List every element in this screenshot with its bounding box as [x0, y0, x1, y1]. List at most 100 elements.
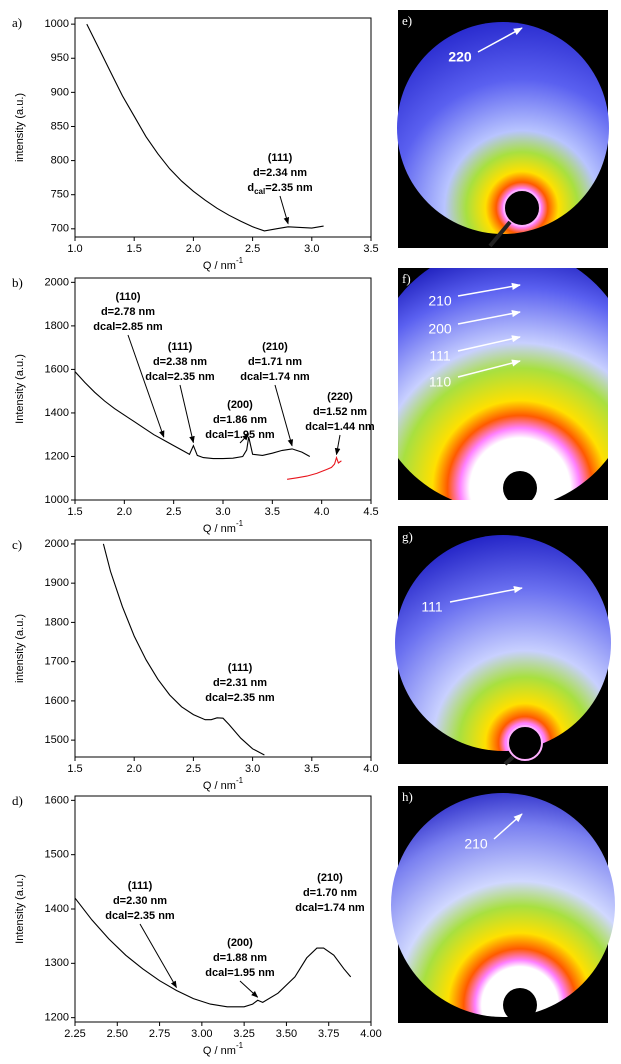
image-label: 110: [429, 374, 452, 390]
image-h: [391, 786, 615, 1023]
y-tick-label: 1000: [45, 18, 69, 30]
y-tick-label: 1800: [45, 616, 69, 628]
image-panel-label: g): [402, 529, 413, 544]
annotation-arrow: [139, 923, 177, 989]
data-line: [102, 543, 265, 756]
x-tick-label: 1.5: [127, 243, 142, 255]
x-tick-label: 3.50: [276, 1028, 297, 1040]
annotation-arrow: [239, 980, 259, 998]
y-tick-label: 1500: [45, 734, 69, 746]
x-tick-label: 3.25: [233, 1028, 254, 1040]
annotation-text: (200): [227, 399, 253, 411]
annotation-text: d=2.30 nm: [113, 895, 167, 907]
image-panel-label: h): [402, 789, 413, 804]
x-tick-label: 2.5: [245, 243, 260, 255]
x-axis-label-text: Q / nm: [203, 1045, 236, 1057]
image-arrow: [477, 27, 523, 53]
image-label: 220: [448, 49, 472, 65]
annotation-text: (111): [168, 341, 193, 353]
annotation-text: d=2.31 nm: [213, 677, 267, 689]
plot-frame: [74, 17, 372, 238]
image-g: [395, 526, 611, 766]
annotation-text: d=1.70 nm: [303, 887, 357, 899]
x-tick-label: 3.00: [191, 1028, 212, 1040]
annotation-text: dcal=2.35 nm: [247, 182, 312, 196]
y-tick-label: 1500: [45, 849, 69, 861]
image-arrow: [457, 282, 521, 297]
x-axis-label-sup: -1: [236, 519, 244, 528]
x-axis-label: Q / nm-1: [203, 776, 244, 792]
x-tick-label: 3.5: [265, 506, 280, 518]
y-tick-label: 900: [51, 86, 69, 98]
data-line: [74, 897, 352, 1008]
y-axis-label: Intensity (a.u.): [14, 874, 26, 944]
y-tick-label: 750: [51, 189, 69, 201]
image-label: 200: [428, 321, 452, 337]
plot-frame: [74, 539, 372, 758]
x-tick-label: 3.5: [363, 243, 378, 255]
panel-label: a): [12, 15, 22, 30]
image-panel-label: f): [402, 271, 411, 286]
y-tick-label: 1200: [45, 1012, 69, 1024]
image-f: [398, 268, 608, 500]
annotation-text: (200): [227, 937, 253, 949]
annotation-text: d=1.88 nm: [213, 952, 267, 964]
x-tick-label: 3.75: [318, 1028, 339, 1040]
image-label: 111: [429, 348, 450, 364]
y-tick-label: 1900: [45, 577, 69, 589]
image-arrow: [457, 335, 521, 352]
annotation-text: dcal=2.35 nm: [145, 371, 215, 383]
x-axis-label-sup: -1: [236, 776, 244, 785]
x-tick-label: 2.75: [149, 1028, 170, 1040]
y-axis-label: intensity (a.u.): [14, 93, 26, 162]
annotation-text: dcal=1.95 nm: [205, 967, 275, 979]
y-tick-label: 1000: [45, 494, 69, 506]
annotation-arrow: [179, 384, 195, 444]
y-axis-label: intensity (a.u.): [14, 614, 26, 683]
annotation-text: dcal=1.74 nm: [240, 371, 310, 383]
y-tick-label: 950: [51, 52, 69, 64]
x-tick-label: 2.5: [186, 763, 201, 775]
annotation-text: (111): [128, 880, 153, 892]
annotation-text: dcal=2.85 nm: [93, 321, 163, 333]
y-tick-label: 800: [51, 154, 69, 166]
data-line: [86, 23, 324, 232]
data-line: [287, 455, 342, 480]
y-tick-label: 700: [51, 223, 69, 235]
annotation-text: dcal=2.35 nm: [105, 910, 175, 922]
x-tick-label: 2.50: [107, 1028, 128, 1040]
annotation-text: dcal=1.74 nm: [295, 902, 365, 914]
annotation-text: (110): [115, 291, 140, 303]
annotation-arrow: [127, 334, 165, 438]
x-tick-label: 2.0: [186, 243, 201, 255]
x-tick-label: 3.0: [245, 763, 260, 775]
x-tick-label: 4.00: [360, 1028, 381, 1040]
image-label: 210: [464, 836, 488, 852]
annotation-text: (111): [228, 662, 253, 674]
x-tick-label: 2.0: [117, 506, 132, 518]
annotation-arrow: [239, 433, 250, 444]
y-tick-label: 850: [51, 120, 69, 132]
x-axis-label-sup: -1: [236, 256, 244, 265]
y-tick-label: 1700: [45, 656, 69, 668]
x-axis-label: Q / nm-1: [203, 519, 244, 535]
x-axis-label: Q / nm-1: [203, 1041, 244, 1057]
x-axis-label-sup: -1: [236, 1041, 244, 1050]
x-tick-label: 4.0: [363, 763, 378, 775]
annotation-text: d=1.86 nm: [213, 414, 267, 426]
image-arrow: [457, 359, 521, 378]
annotation-arrow: [279, 195, 290, 225]
annotation-text-sub: cal: [254, 187, 265, 196]
image-arrow: [457, 310, 521, 325]
image-label: 210: [428, 293, 452, 309]
x-tick-label: 3.0: [304, 243, 319, 255]
y-tick-label: 1600: [45, 794, 69, 806]
annotation-text-part: =2.35 nm: [265, 182, 313, 194]
image-panel-label: e): [402, 13, 412, 28]
y-tick-label: 1200: [45, 450, 69, 462]
x-tick-label: 3.0: [215, 506, 230, 518]
annotation-text: d=1.71 nm: [248, 356, 302, 368]
x-tick-label: 3.5: [304, 763, 319, 775]
y-tick-label: 2000: [45, 276, 69, 288]
image-arrow: [449, 586, 523, 603]
